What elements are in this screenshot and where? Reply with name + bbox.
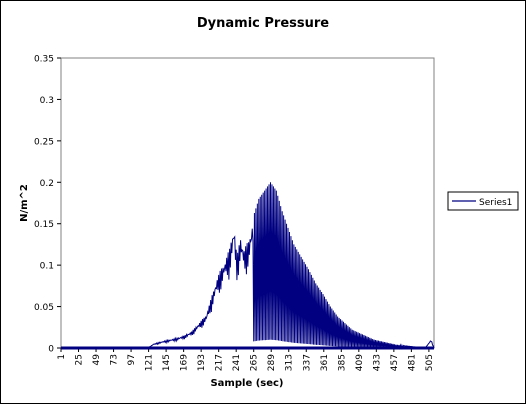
y-tick-label: 0.25 [34,137,54,147]
x-tick-label: 433 [372,354,382,371]
y-tick-label: 0 [48,345,54,355]
y-tick-label: 0.05 [34,303,54,313]
x-tick-label: 505 [425,354,435,371]
x-tick-label: 169 [180,354,190,371]
y-tick-label: 0.2 [40,179,54,189]
x-tick-label: 313 [285,354,295,371]
x-tick-label: 25 [75,354,85,365]
x-tick-label: 1 [57,354,67,360]
x-tick-label: 73 [110,354,120,365]
x-tick-label: 289 [267,354,277,371]
x-tick-label: 49 [92,354,102,366]
x-tick-label: 457 [390,354,400,371]
x-tick-label: 145 [162,354,172,371]
x-axis: 1 25 49 73 97 121 145 169 193 217 241 265 289 313 337 3… [57,348,435,371]
legend-series1-label: Series1 [479,198,512,208]
x-tick-label: 217 [215,354,225,371]
x-axis-label: Sample (sec) [210,378,283,389]
y-tick-label: 0.15 [34,220,54,230]
x-tick-label: 241 [232,354,242,371]
y-tick-label: 0.3 [40,96,54,106]
x-tick-label: 409 [355,354,365,371]
x-tick-label: 361 [320,354,330,371]
legend-box [447,191,519,211]
x-tick-label: 385 [337,354,347,371]
x-tick-label: 97 [127,354,137,365]
y-axis-label: N/m^2 [19,184,30,222]
y-axis: 0 0.05 0.1 0.15 0.2 0.25 0.3 0.35 [34,55,61,355]
legend: Series1 [447,191,519,211]
x-tick-label: 193 [197,354,207,371]
y-tick-label: 0.1 [40,262,54,272]
x-tick-label: 481 [407,354,417,371]
x-tick-label: 337 [302,354,312,371]
x-tick-label: 121 [145,354,155,371]
chart-title: Dynamic Pressure [197,16,329,31]
y-tick-label: 0.35 [34,55,54,65]
x-tick-label: 265 [250,354,260,371]
series-layer [61,182,435,350]
series1-line [61,182,435,350]
